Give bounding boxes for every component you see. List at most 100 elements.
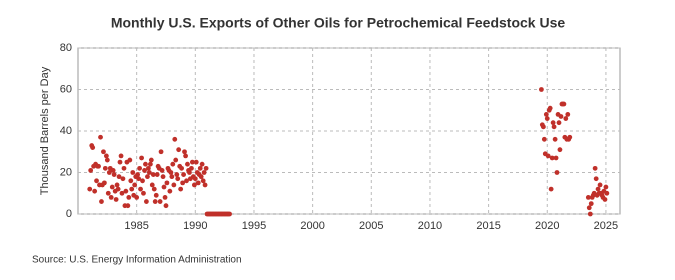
data-point bbox=[145, 165, 151, 171]
data-point bbox=[118, 153, 124, 159]
data-point bbox=[134, 195, 140, 200]
y-tick-label: 20 bbox=[60, 166, 72, 178]
data-point bbox=[201, 170, 207, 175]
data-point bbox=[170, 161, 176, 167]
data-point bbox=[195, 180, 201, 186]
data-point bbox=[178, 186, 184, 192]
y-tick-label: 40 bbox=[60, 125, 72, 137]
data-point bbox=[109, 184, 115, 190]
data-point bbox=[132, 182, 138, 188]
data-point bbox=[192, 176, 198, 182]
data-point bbox=[202, 182, 208, 188]
data-point bbox=[145, 174, 150, 180]
data-point bbox=[185, 161, 190, 167]
data-point bbox=[108, 195, 114, 200]
data-point bbox=[164, 180, 170, 186]
data-point bbox=[545, 153, 551, 159]
y-tick-label: 0 bbox=[66, 208, 72, 220]
data-point bbox=[161, 184, 167, 190]
data-point bbox=[549, 155, 555, 161]
data-point bbox=[111, 172, 117, 177]
data-point bbox=[139, 155, 144, 161]
data-point bbox=[157, 199, 163, 204]
data-point bbox=[94, 178, 99, 184]
data-point bbox=[200, 178, 206, 184]
data-point bbox=[103, 153, 109, 159]
data-point bbox=[149, 182, 155, 188]
data-point bbox=[203, 165, 209, 171]
data-point bbox=[602, 197, 608, 202]
data-point bbox=[199, 161, 205, 167]
data-point bbox=[147, 161, 153, 167]
data-point bbox=[154, 172, 160, 177]
data-point bbox=[123, 188, 129, 194]
data-point bbox=[548, 186, 554, 192]
data-point bbox=[585, 195, 591, 200]
data-point bbox=[168, 170, 174, 175]
data-point bbox=[113, 197, 119, 202]
data-point bbox=[137, 165, 142, 171]
data-point bbox=[162, 195, 168, 200]
data-point bbox=[125, 203, 131, 209]
data-point bbox=[180, 180, 186, 186]
data-point bbox=[101, 180, 107, 186]
data-point bbox=[176, 147, 182, 153]
data-point bbox=[142, 168, 147, 173]
data-point bbox=[87, 186, 93, 192]
data-point bbox=[152, 199, 158, 204]
data-point bbox=[104, 157, 110, 163]
data-point bbox=[121, 165, 127, 171]
data-point bbox=[151, 186, 157, 192]
data-point bbox=[552, 136, 558, 142]
data-point bbox=[189, 159, 195, 165]
data-point bbox=[143, 161, 148, 167]
data-point bbox=[99, 199, 104, 204]
data-point bbox=[92, 188, 98, 194]
x-tick-label: 1995 bbox=[242, 220, 266, 232]
data-point bbox=[110, 168, 116, 173]
y-tick-label: 80 bbox=[60, 42, 72, 54]
data-point bbox=[179, 165, 184, 171]
data-point bbox=[193, 159, 199, 165]
data-point bbox=[595, 186, 601, 192]
data-point bbox=[604, 190, 610, 196]
y-axis-label: Thousand Barrels per Day bbox=[39, 66, 51, 195]
data-point bbox=[101, 149, 106, 155]
data-point bbox=[158, 149, 164, 155]
data-point bbox=[227, 211, 232, 217]
data-point bbox=[187, 170, 192, 175]
x-tick-label: 2000 bbox=[300, 220, 324, 232]
data-point bbox=[538, 87, 544, 92]
data-point bbox=[540, 124, 546, 130]
data-point bbox=[138, 186, 143, 192]
data-point bbox=[198, 174, 204, 180]
data-point bbox=[587, 211, 593, 217]
x-tick-label: 1985 bbox=[124, 220, 148, 232]
data-point bbox=[565, 112, 571, 117]
data-point bbox=[593, 176, 599, 182]
data-point bbox=[175, 176, 181, 182]
data-point bbox=[163, 203, 169, 209]
chart-title: Monthly U.S. Exports of Other Oils for P… bbox=[111, 15, 566, 31]
data-point bbox=[197, 165, 203, 171]
data-point bbox=[98, 134, 103, 140]
data-point bbox=[128, 178, 134, 184]
data-point bbox=[167, 188, 173, 194]
data-point bbox=[551, 124, 557, 130]
data-point bbox=[127, 157, 133, 163]
data-point bbox=[173, 157, 179, 163]
data-point bbox=[603, 184, 609, 190]
x-tick-label: 2005 bbox=[359, 220, 383, 232]
data-point bbox=[105, 190, 111, 196]
data-point bbox=[172, 136, 178, 142]
data-point bbox=[597, 182, 603, 188]
data-point bbox=[550, 120, 556, 126]
data-point bbox=[150, 172, 156, 177]
data-point bbox=[554, 170, 560, 175]
data-point bbox=[588, 201, 594, 207]
x-tick-label: 2025 bbox=[594, 220, 618, 232]
data-point bbox=[106, 170, 112, 175]
source-note: Source: U.S. Energy Information Administ… bbox=[32, 255, 242, 266]
data-point bbox=[148, 157, 154, 163]
data-point bbox=[88, 168, 94, 173]
